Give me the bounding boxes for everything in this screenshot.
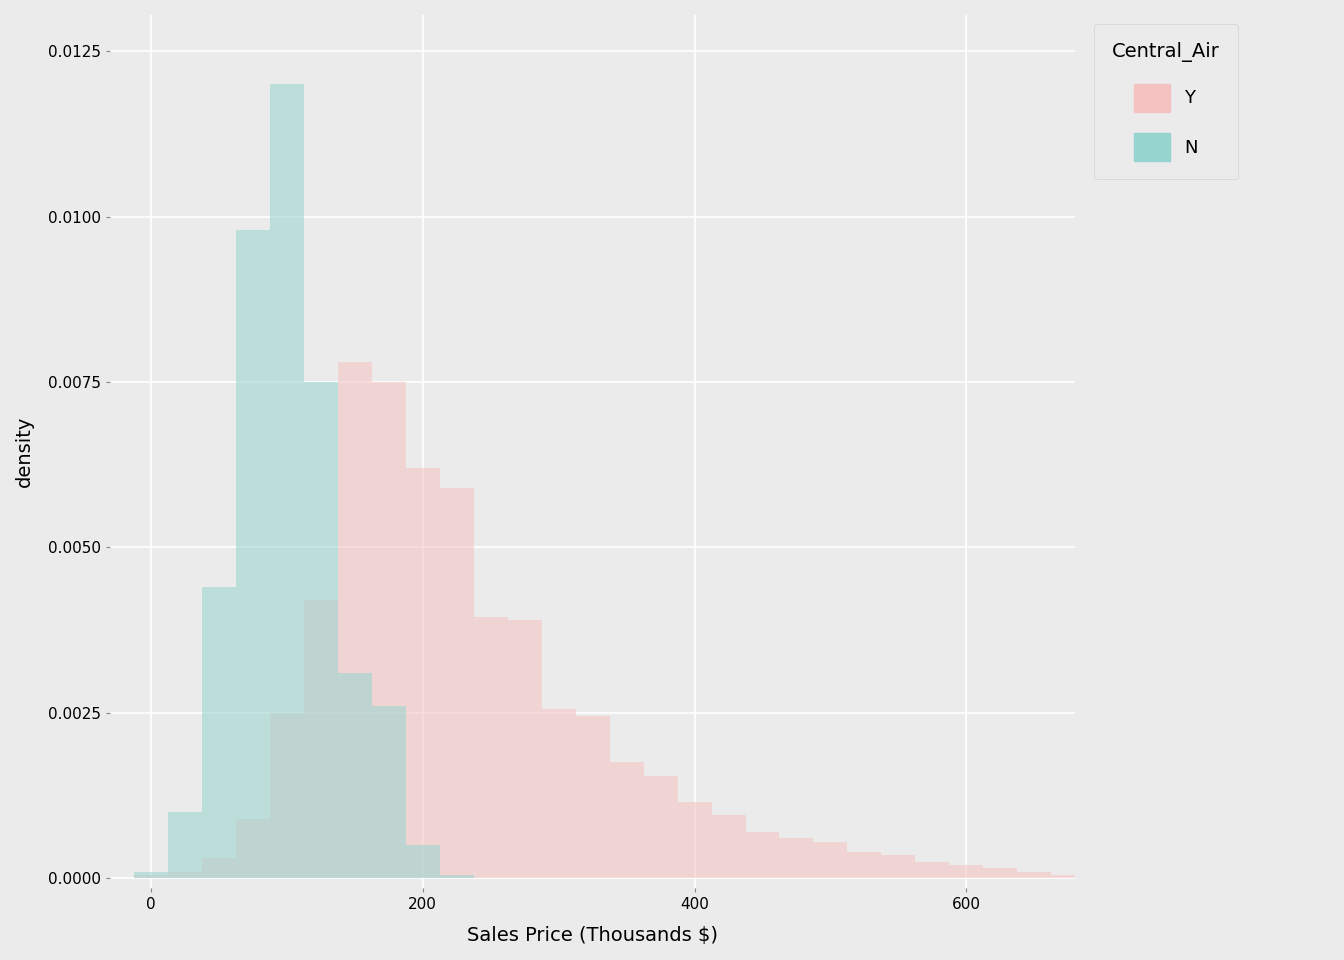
Bar <box>711 815 746 878</box>
Bar <box>644 776 677 878</box>
Bar <box>1051 875 1086 878</box>
Bar <box>168 812 202 878</box>
Bar <box>1017 872 1051 878</box>
Bar <box>882 855 915 878</box>
Bar <box>235 819 270 878</box>
Bar <box>610 762 644 878</box>
Bar <box>337 673 372 878</box>
Bar <box>235 230 270 878</box>
Bar <box>473 617 508 878</box>
Bar <box>949 865 984 878</box>
Legend: Y, N: Y, N <box>1094 24 1238 180</box>
Bar <box>439 488 473 878</box>
Bar <box>270 713 304 878</box>
Bar <box>780 838 813 878</box>
Bar <box>508 620 542 878</box>
Bar <box>202 858 235 878</box>
Y-axis label: density: density <box>15 416 34 488</box>
Bar <box>439 875 473 878</box>
Bar <box>202 588 235 878</box>
Bar <box>133 872 168 878</box>
X-axis label: Sales Price (Thousands $): Sales Price (Thousands $) <box>468 926 718 945</box>
Bar <box>304 382 337 878</box>
Bar <box>848 852 882 878</box>
Bar <box>406 468 439 878</box>
Bar <box>304 600 337 878</box>
Bar <box>575 716 610 878</box>
Bar <box>406 845 439 878</box>
Bar <box>813 842 848 878</box>
Bar <box>372 707 406 878</box>
Bar <box>133 875 168 878</box>
Bar <box>915 862 949 878</box>
Bar <box>372 382 406 878</box>
Bar <box>746 832 780 878</box>
Bar <box>270 84 304 878</box>
Bar <box>542 709 575 878</box>
Bar <box>984 868 1017 878</box>
Bar <box>168 872 202 878</box>
Bar <box>337 362 372 878</box>
Bar <box>677 803 711 878</box>
